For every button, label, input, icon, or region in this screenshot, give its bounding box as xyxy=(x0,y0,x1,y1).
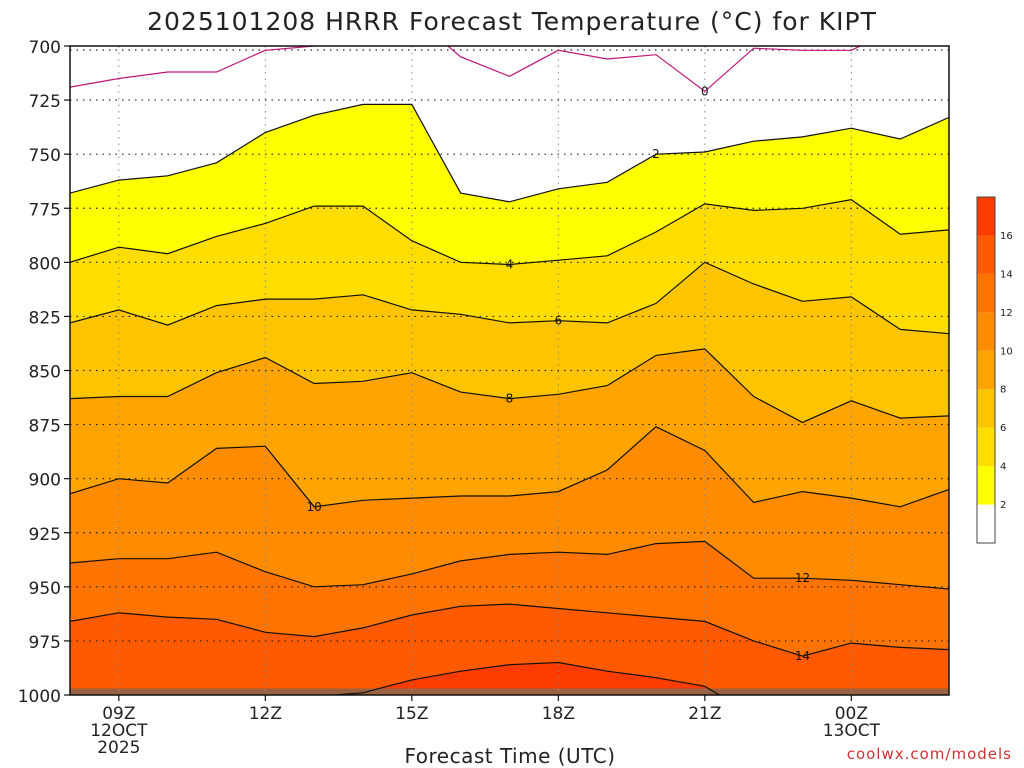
grid-lines xyxy=(70,46,949,695)
contour-line-16 xyxy=(333,661,720,695)
y-tick-label-975: 975 xyxy=(29,633,61,653)
colorbar-frame xyxy=(976,196,996,544)
temperature-fills xyxy=(70,46,949,695)
y-tick-label-700: 700 xyxy=(29,38,61,58)
colorbar-label-10: 10 xyxy=(1000,346,1013,357)
credit-text: coolwx.com/models xyxy=(847,745,1012,763)
x-tick-label-12-0: 12Z xyxy=(249,704,282,724)
fill-band-below-0 xyxy=(70,46,861,92)
colorbar: 2 4 6 8 10 12 14 16 xyxy=(976,196,1013,544)
contour-lines xyxy=(70,46,949,695)
colorbar-label-8: 8 xyxy=(1000,385,1006,396)
y-tick-label-750: 750 xyxy=(29,146,61,166)
contour-labels: 0 2 4 6 8 10 12 14 xyxy=(307,84,811,663)
y-tick-label-800: 800 xyxy=(29,254,61,274)
plot-area xyxy=(70,46,949,695)
contour-label-2: 2 xyxy=(652,147,660,161)
colorbar-label-2: 2 xyxy=(1000,500,1006,511)
contour-line-4 xyxy=(70,198,949,266)
contour-label-6: 6 xyxy=(555,314,563,328)
y-tick-label-1000: 1000 xyxy=(18,687,61,707)
contour-label-14: 14 xyxy=(795,649,810,663)
x-tick-label-15-0: 15Z xyxy=(395,704,428,724)
fill-band-below-2 xyxy=(70,46,949,202)
x-axis-label: Forecast Time (UTC) xyxy=(404,744,615,768)
x-tick-label-24-1: 13OCT xyxy=(823,721,881,741)
chart-title: 2025101208 HRRR Forecast Temperature (°C… xyxy=(147,7,877,36)
contour-line-0 xyxy=(70,46,862,93)
y-axis: 700 725 750 775 800 825 850 875 900 925 950 975 1000 xyxy=(18,38,70,707)
colorbar-label-14: 14 xyxy=(1000,269,1013,280)
y-tick-label-875: 875 xyxy=(29,417,61,437)
contour-line-14 xyxy=(70,603,949,657)
y-tick-label-950: 950 xyxy=(29,579,61,599)
y-tick-label-850: 850 xyxy=(29,363,61,383)
colorbar-label-12: 12 xyxy=(1000,308,1013,319)
x-tick-label-24-0: 00Z xyxy=(835,704,868,724)
x-tick-label-21-0: 21Z xyxy=(688,704,721,724)
contour-label-4: 4 xyxy=(506,257,514,271)
x-tick-label-9-1: 12OCT xyxy=(90,721,148,741)
colorbar-segment-14 xyxy=(977,235,995,274)
x-tick-label-18-0: 18Z xyxy=(542,704,575,724)
colorbar-label-6: 6 xyxy=(1000,423,1006,434)
colorbar-label-4: 4 xyxy=(1000,462,1006,473)
y-tick-label-825: 825 xyxy=(29,308,61,328)
colorbar-segment-2 xyxy=(977,466,995,505)
y-tick-label-725: 725 xyxy=(29,92,61,112)
contour-line-12 xyxy=(70,540,949,590)
contour-line-8 xyxy=(70,348,949,424)
colorbar-segment-4 xyxy=(977,427,995,467)
contour-line-2 xyxy=(70,103,949,203)
colorbar-segment-16 xyxy=(977,197,995,236)
y-tick-label-925: 925 xyxy=(29,525,61,545)
contour-label-10: 10 xyxy=(307,500,322,514)
colorbar-segment-12 xyxy=(977,273,995,313)
contour-label-12: 12 xyxy=(795,571,810,585)
contour-label-0: 0 xyxy=(701,84,709,98)
ground-band xyxy=(70,688,949,695)
colorbar-segment-0 xyxy=(977,504,995,543)
colorbar-segment-8 xyxy=(977,350,995,390)
contour-label-8: 8 xyxy=(506,392,514,406)
colorbar-segment-6 xyxy=(977,389,995,428)
fill-band-16-18 xyxy=(333,662,720,695)
ground-strip xyxy=(70,688,949,695)
x-tick-label-9-2: 2025 xyxy=(97,738,140,758)
contour-line-10 xyxy=(70,425,949,508)
y-tick-label-775: 775 xyxy=(29,200,61,220)
colorbar-segment-10 xyxy=(977,312,995,351)
y-tick-label-900: 900 xyxy=(29,471,61,491)
contour-line-6 xyxy=(70,261,949,335)
x-tick-label-9-0: 09Z xyxy=(102,704,135,724)
colorbar-label-16: 16 xyxy=(1000,231,1013,242)
